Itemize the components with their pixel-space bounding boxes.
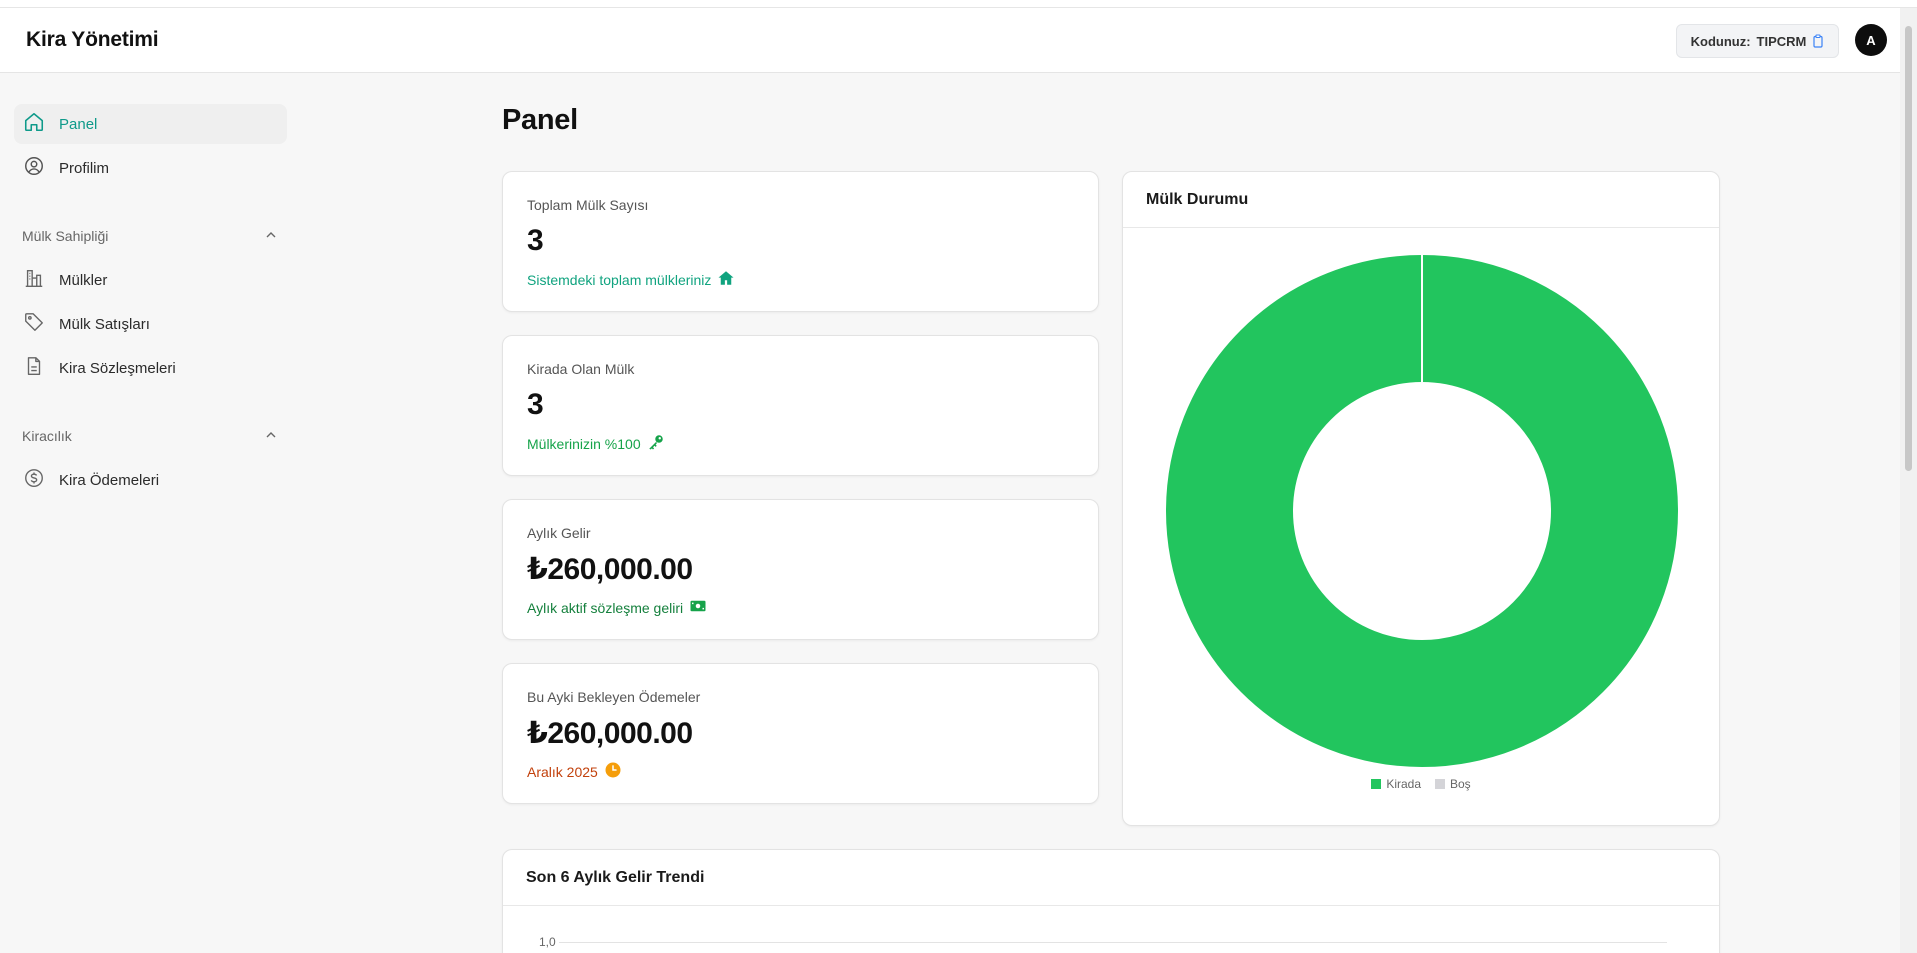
clock-icon	[604, 761, 622, 782]
section-title: Kiracılık	[22, 428, 72, 444]
stat-value: ₺260,000.00	[527, 553, 693, 586]
sidebar-item-kira-sozlesmeleri[interactable]: Kira Sözleşmeleri	[14, 348, 287, 388]
code-value: TIPCRM	[1756, 33, 1807, 49]
sidebar-item-panel[interactable]: Panel	[14, 104, 287, 144]
home-icon	[23, 111, 45, 137]
user-circle-icon	[23, 155, 45, 181]
legend-label: Boş	[1450, 777, 1471, 791]
dollar-circle-icon	[23, 467, 45, 493]
sidebar-item-profilim[interactable]: Profilim	[14, 148, 287, 188]
app-header: Kira Yönetimi Kodunuz: TIPCRM A	[0, 8, 1900, 73]
document-icon	[23, 355, 45, 381]
y-axis-tick-label: 1,0	[539, 935, 556, 949]
sidebar: Panel Profilim Mülk Sahipliği Mülkler Mü…	[0, 74, 300, 953]
stat-card-pending-payments: Bu Ayki Bekleyen Ödemeler ₺260,000.00 Ar…	[502, 663, 1099, 804]
key-icon	[647, 433, 665, 454]
stat-subtitle: Aralık 2025	[527, 761, 622, 782]
sidebar-item-kira-odemeleri[interactable]: Kira Ödemeleri	[14, 460, 287, 500]
stat-subtitle-text: Aylık aktif sözleşme geliri	[527, 599, 684, 616]
property-status-panel: Mülk Durumu Kirada Boş	[1122, 171, 1720, 826]
code-label: Kodunuz:	[1690, 33, 1751, 49]
income-trend-panel: Son 6 Aylık Gelir Trendi 1,0	[502, 849, 1720, 953]
stat-card-rented-properties: Kirada Olan Mülk 3 Mülkerinizin %100	[502, 335, 1099, 476]
stat-subtitle: Aylık aktif sözleşme geliri	[527, 597, 707, 618]
stat-label: Aylık Gelir	[527, 525, 591, 541]
cash-icon	[689, 597, 707, 618]
legend-item-kirada[interactable]: Kirada	[1371, 777, 1421, 791]
tag-icon	[23, 311, 45, 337]
legend-swatch	[1435, 779, 1445, 789]
sidebar-item-label: Profilim	[59, 159, 110, 177]
stat-subtitle-text: Sistemdeki toplam mülkleriniz	[527, 271, 712, 288]
chart-legend: Kirada Boş	[1123, 777, 1719, 791]
gridline	[559, 942, 1667, 943]
stat-subtitle-text: Aralık 2025	[527, 763, 598, 780]
stat-value: ₺260,000.00	[527, 717, 693, 750]
sidebar-item-label: Kira Sözleşmeleri	[59, 359, 176, 377]
browser-top-strip	[0, 0, 1917, 8]
building-icon	[23, 267, 45, 293]
panel-title: Mülk Durumu	[1123, 172, 1719, 228]
scrollbar-thumb[interactable]	[1905, 26, 1912, 471]
legend-item-bos[interactable]: Boş	[1435, 777, 1471, 791]
stat-subtitle-text: Mülkerinizin %100	[527, 435, 641, 452]
stat-subtitle: Mülkerinizin %100	[527, 433, 665, 454]
legend-label: Kirada	[1386, 777, 1421, 791]
chevron-up-icon[interactable]	[264, 228, 278, 245]
home-icon	[717, 269, 735, 290]
stat-card-monthly-income: Aylık Gelir ₺260,000.00 Aylık aktif sözl…	[502, 499, 1099, 640]
sidebar-item-label: Kira Ödemeleri	[59, 471, 160, 489]
stat-subtitle: Sistemdeki toplam mülkleriniz	[527, 269, 735, 290]
sidebar-item-label: Mülkler	[59, 271, 108, 289]
chevron-up-icon[interactable]	[264, 428, 278, 445]
section-title: Mülk Sahipliği	[22, 228, 109, 244]
donut-chart	[1166, 255, 1678, 767]
stat-label: Kirada Olan Mülk	[527, 361, 635, 377]
stat-value: 3	[527, 224, 544, 257]
avatar[interactable]: A	[1855, 24, 1887, 56]
stat-value: 3	[527, 388, 544, 421]
copy-icon[interactable]	[1812, 34, 1824, 48]
page-scrollbar[interactable]	[1900, 8, 1917, 953]
panel-title: Son 6 Aylık Gelir Trendi	[503, 850, 1719, 906]
page-title: Panel	[502, 104, 578, 136]
app-title: Kira Yönetimi	[26, 28, 159, 51]
section-kiracilik[interactable]: Kiracılık	[22, 424, 278, 448]
referral-code-chip[interactable]: Kodunuz: TIPCRM	[1676, 24, 1839, 58]
stat-label: Bu Ayki Bekleyen Ödemeler	[527, 689, 701, 705]
sidebar-item-mulk-satislari[interactable]: Mülk Satışları	[14, 304, 287, 344]
stat-card-total-properties: Toplam Mülk Sayısı 3 Sistemdeki toplam m…	[502, 171, 1099, 312]
stat-label: Toplam Mülk Sayısı	[527, 197, 649, 213]
sidebar-item-mulkler[interactable]: Mülkler	[14, 260, 287, 300]
sidebar-item-label: Mülk Satışları	[59, 315, 150, 333]
section-mulk-sahipligi[interactable]: Mülk Sahipliği	[22, 224, 278, 248]
sidebar-item-label: Panel	[59, 115, 98, 133]
legend-swatch	[1371, 779, 1382, 789]
